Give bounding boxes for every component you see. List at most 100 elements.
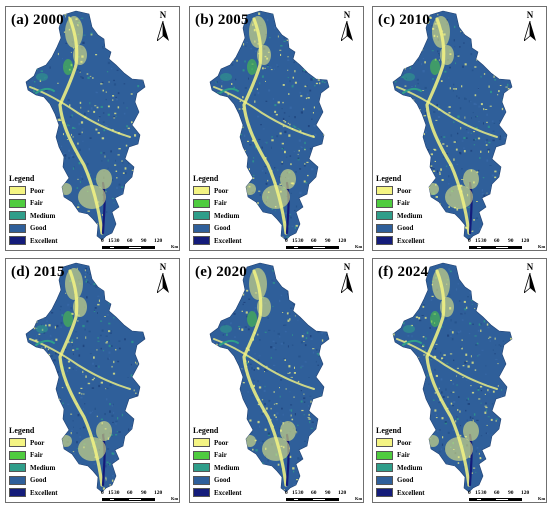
legend-label: Poor — [214, 438, 229, 447]
legend-item: Fair — [193, 450, 273, 461]
scale-tick-label: 90 — [325, 490, 331, 496]
north-arrow: N — [155, 262, 171, 294]
scale-tick-label: 30 — [114, 490, 120, 496]
legend-swatch — [193, 236, 210, 245]
scale-tick-label: 0 — [101, 490, 104, 496]
north-label: N — [159, 10, 167, 20]
north-arrow: N — [339, 262, 355, 294]
scale-tick-label: 0 — [468, 238, 471, 244]
legend-label: Fair — [214, 451, 227, 459]
panel-title: (e) 2020 — [195, 264, 247, 280]
scale-segment — [299, 498, 312, 501]
scale-segment — [109, 246, 115, 249]
scale-segment — [286, 498, 293, 501]
legend-label: Poor — [30, 186, 45, 195]
legend-item: Medium — [376, 462, 456, 473]
legend-swatch — [9, 223, 26, 233]
north-label: N — [526, 10, 534, 20]
scale-tick-label: 30 — [298, 490, 304, 496]
north-label: N — [159, 262, 167, 272]
scale-segment — [109, 498, 115, 501]
region-map — [392, 10, 513, 241]
scale-segment — [128, 246, 142, 249]
scale-tick-label: 60 — [311, 238, 317, 244]
scale-segment — [299, 246, 312, 249]
scale-segment — [495, 498, 509, 501]
legend-label: Excellent — [214, 488, 242, 497]
legend-label: Fair — [397, 199, 410, 207]
legend-item: Good — [9, 475, 89, 486]
scale-tick-label: 60 — [494, 490, 500, 496]
legend-item: Medium — [9, 462, 89, 473]
scale-segment — [293, 498, 299, 501]
legend-item: Poor — [9, 437, 89, 448]
legend-item: Good — [193, 475, 273, 486]
legend-title: Legend — [9, 174, 35, 183]
scale-tick-label: 120 — [154, 490, 163, 496]
scale-tick-label: 30 — [481, 490, 487, 496]
scale-segment — [102, 498, 109, 501]
legend-item: Fair — [376, 198, 456, 209]
legend-swatch — [9, 236, 26, 245]
region-map — [25, 10, 146, 241]
legend-label: Excellent — [30, 236, 58, 245]
legend-swatch — [9, 438, 26, 447]
scale-segment — [142, 246, 155, 249]
legend-label: Fair — [214, 199, 227, 207]
scale-bar: 0 15 30 60 90 120 Km — [101, 238, 179, 249]
scale-tick-label: 90 — [141, 238, 147, 244]
panel-title: (c) 2010 — [378, 12, 430, 28]
legend-swatch — [376, 475, 393, 485]
legend-label: Poor — [214, 186, 229, 195]
legend-label: Good — [214, 224, 231, 232]
scale-segment — [476, 498, 482, 501]
legend-item: Medium — [193, 462, 273, 473]
legend-title: Legend — [376, 174, 402, 183]
legend-label: Medium — [397, 211, 423, 220]
region-map — [25, 262, 146, 493]
legend-label: Poor — [397, 438, 412, 447]
legend-item: Good — [376, 475, 456, 486]
north-arrow-icon — [524, 21, 536, 41]
legend-swatch — [376, 211, 393, 220]
legend-label: Good — [30, 476, 47, 484]
legend-item: Medium — [193, 210, 273, 221]
legend: Legend Poor Fair Medium Good Excellent — [9, 174, 89, 248]
region-map — [209, 10, 330, 241]
north-arrow: N — [522, 10, 538, 42]
legend-label: Medium — [397, 463, 423, 472]
region-map — [209, 262, 330, 493]
scale-segment — [142, 498, 155, 501]
scale-tick-label: 15 — [108, 490, 114, 496]
legend-swatch — [193, 450, 210, 460]
legend-label: Fair — [30, 199, 43, 207]
scale-unit: Km — [538, 244, 546, 249]
scale-segment — [128, 498, 142, 501]
legend-title: Legend — [193, 426, 219, 435]
scale-segment — [495, 246, 509, 249]
legend-swatch — [193, 438, 210, 447]
legend: Legend Poor Fair Medium Good Excellent — [376, 174, 456, 248]
north-label: N — [343, 10, 351, 20]
legend-label: Fair — [397, 451, 410, 459]
north-arrow-icon — [341, 21, 353, 41]
scale-segment — [476, 246, 482, 249]
north-arrow: N — [155, 10, 171, 42]
scale-unit: Km — [171, 244, 179, 249]
legend-item: Poor — [193, 185, 273, 196]
north-arrow-icon — [341, 273, 353, 293]
legend-label: Medium — [214, 211, 240, 220]
scale-segment — [312, 246, 326, 249]
map-panel-3: (c) 2010 N Legend Poor Fair Medium Good Exce… — [372, 6, 547, 251]
legend-swatch — [376, 186, 393, 195]
legend: Legend Poor Fair Medium Good Excellent — [376, 426, 456, 500]
scale-tick-label: 0 — [468, 490, 471, 496]
legend: Legend Poor Fair Medium Good Excellent — [193, 174, 273, 248]
scale-tick-label: 60 — [127, 490, 133, 496]
scale-segment — [469, 246, 476, 249]
scale-tick-label: 15 — [292, 490, 298, 496]
scale-tick-label: 120 — [338, 238, 347, 244]
legend-item: Fair — [9, 198, 89, 209]
map-panel-2: (b) 2005 N Legend Poor Fair Medium Good Exce… — [189, 6, 364, 251]
scale-tick-label: 120 — [154, 238, 163, 244]
